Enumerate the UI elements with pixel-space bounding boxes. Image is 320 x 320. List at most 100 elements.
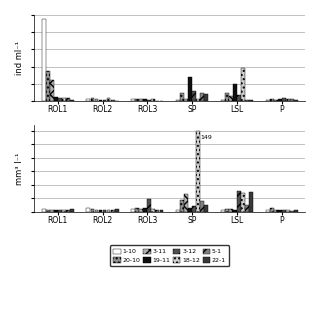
Bar <box>188 208 192 212</box>
Bar <box>249 100 253 101</box>
Bar <box>156 100 159 101</box>
Bar <box>91 210 94 212</box>
Bar <box>156 210 159 212</box>
Bar <box>278 99 282 101</box>
Bar <box>131 99 135 101</box>
Bar <box>62 210 66 212</box>
Bar <box>66 210 70 212</box>
Bar <box>196 131 200 212</box>
Bar <box>221 210 225 212</box>
Bar <box>286 99 290 101</box>
Legend: 1-10, 20-10, 3-11, 19-11, 3-12, 18-12, 5-1, 22-1: 1-10, 20-10, 3-11, 19-11, 3-12, 18-12, 5… <box>110 245 229 266</box>
Bar <box>131 209 135 212</box>
Bar <box>58 98 62 101</box>
Bar <box>192 91 196 101</box>
Bar <box>115 209 118 212</box>
Bar <box>151 209 155 212</box>
Bar <box>135 208 139 212</box>
Bar <box>245 205 249 212</box>
Bar <box>66 98 70 101</box>
Bar <box>282 98 286 101</box>
Bar <box>148 100 151 101</box>
Bar <box>184 194 188 212</box>
Bar <box>107 210 110 212</box>
Bar <box>233 84 237 101</box>
Bar <box>180 200 184 212</box>
Bar <box>176 100 180 101</box>
Bar <box>184 100 188 101</box>
Bar <box>91 98 94 101</box>
Bar <box>50 80 53 101</box>
Bar <box>86 99 90 101</box>
Bar <box>274 100 277 101</box>
Bar <box>143 99 147 101</box>
Bar <box>221 100 225 101</box>
Bar <box>94 210 98 212</box>
Bar <box>50 210 53 212</box>
Bar <box>237 95 241 101</box>
Bar <box>159 100 163 101</box>
Bar <box>266 100 269 101</box>
Bar <box>237 191 241 212</box>
Bar <box>94 99 98 101</box>
Bar <box>225 93 229 101</box>
Y-axis label: mm³ l⁻¹: mm³ l⁻¹ <box>15 152 24 185</box>
Bar <box>62 98 66 101</box>
Bar <box>229 96 233 101</box>
Bar <box>249 192 253 212</box>
Bar <box>115 100 118 101</box>
Bar <box>233 210 237 212</box>
Bar <box>245 100 249 101</box>
Bar <box>270 208 274 212</box>
Bar <box>282 210 286 212</box>
Bar <box>225 210 229 212</box>
Bar <box>111 210 115 212</box>
Bar <box>290 211 294 212</box>
Bar <box>290 100 294 101</box>
Bar <box>111 100 115 101</box>
Bar <box>139 99 143 101</box>
Bar <box>274 210 277 212</box>
Bar <box>148 199 151 212</box>
Bar <box>103 210 107 212</box>
Bar <box>241 68 245 101</box>
Bar <box>278 210 282 212</box>
Bar <box>229 209 233 212</box>
Bar <box>54 97 58 101</box>
Bar <box>46 71 50 101</box>
Bar <box>200 201 204 212</box>
Y-axis label: ind ml⁻¹: ind ml⁻¹ <box>15 41 24 75</box>
Bar <box>196 100 200 101</box>
Bar <box>139 209 143 212</box>
Bar <box>58 210 62 212</box>
Bar <box>294 100 298 101</box>
Bar <box>99 100 102 101</box>
Bar <box>143 208 147 212</box>
Bar <box>204 204 208 212</box>
Bar <box>180 92 184 101</box>
Bar <box>192 206 196 212</box>
Bar <box>159 210 163 212</box>
Bar <box>294 210 298 212</box>
Bar <box>241 193 245 212</box>
Bar <box>42 209 45 212</box>
Bar <box>200 92 204 101</box>
Bar <box>103 100 107 101</box>
Bar <box>54 210 58 212</box>
Bar <box>70 210 74 212</box>
Bar <box>70 100 74 101</box>
Bar <box>176 210 180 212</box>
Bar <box>188 77 192 101</box>
Bar <box>266 210 269 212</box>
Bar <box>270 99 274 101</box>
Bar <box>99 210 102 212</box>
Bar <box>46 210 50 212</box>
Bar <box>42 19 45 101</box>
Bar <box>286 210 290 212</box>
Bar <box>151 99 155 101</box>
Bar <box>135 99 139 101</box>
Bar <box>86 208 90 212</box>
Bar <box>107 98 110 101</box>
Bar <box>204 94 208 101</box>
Text: 149: 149 <box>201 135 213 140</box>
